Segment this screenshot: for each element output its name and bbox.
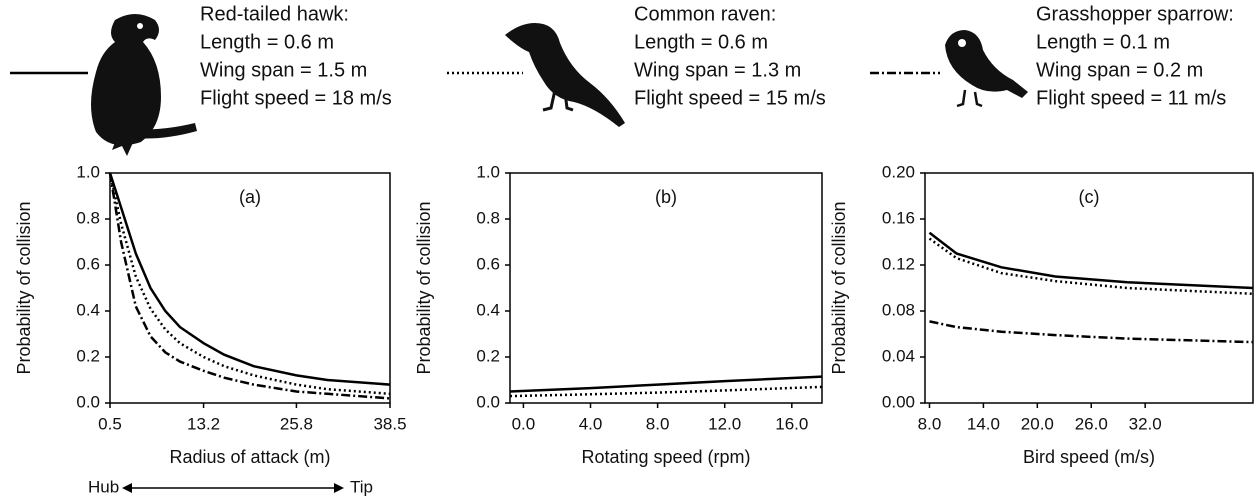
y-tick-label: 0.08	[882, 300, 915, 319]
y-tick-label: 1.0	[476, 162, 500, 181]
legend-detail: Length = 0.6 m	[634, 31, 768, 53]
y-axis-label: Probability of collision	[14, 201, 34, 374]
legend-detail: Flight speed = 11 m/s	[1036, 87, 1226, 109]
x-axis-label: Rotating speed (rpm)	[581, 447, 750, 467]
plot-frame	[509, 172, 823, 404]
annotation: Hub	[88, 477, 119, 496]
x-tick-label: 32.0	[1129, 414, 1162, 433]
x-tick-label: 12.0	[708, 414, 741, 433]
y-tick-label: 0.12	[882, 254, 915, 273]
y-tick-label: 1.0	[76, 162, 100, 181]
y-tick-label: 0.20	[882, 162, 915, 181]
legend-name: Grasshopper sparrow:	[1036, 3, 1234, 25]
y-tick-label: 0.4	[76, 300, 100, 319]
chart-title: (c)	[1079, 187, 1100, 207]
hawk-icon	[91, 14, 197, 156]
chart-title: (b)	[655, 187, 677, 207]
series-line	[108, 172, 391, 400]
x-tick-label: 0.0	[512, 414, 536, 433]
legend-detail: Flight speed = 15 m/s	[634, 87, 826, 109]
series-line	[108, 172, 391, 386]
chart-title: (a)	[239, 187, 261, 207]
x-tick-label: 8.0	[918, 414, 942, 433]
x-axis-label: Bird speed (m/s)	[1023, 447, 1155, 467]
y-tick-label: 0.6	[476, 254, 500, 273]
y-tick-label: 0.2	[476, 346, 500, 365]
y-tick-label: 0.4	[476, 300, 500, 319]
series-line	[108, 172, 391, 396]
x-axis-label: Radius of attack (m)	[169, 447, 330, 467]
y-tick-label: 0.00	[882, 392, 915, 411]
legend-detail: Wing span = 1.5 m	[200, 59, 367, 81]
x-tick-label: 13.2	[187, 414, 220, 433]
legend-detail: Wing span = 1.3 m	[634, 59, 801, 81]
y-tick-label: 0.8	[76, 208, 100, 227]
legend-detail: Wing span = 0.2 m	[1036, 59, 1203, 81]
x-tick-label: 20.0	[1021, 414, 1054, 433]
x-tick-label: 16.0	[775, 414, 808, 433]
y-tick-label: 0.8	[476, 208, 500, 227]
legend-detail: Length = 0.1 m	[1036, 31, 1170, 53]
annotation: Tip	[350, 477, 373, 496]
x-tick-label: 26.0	[1075, 414, 1108, 433]
y-tick-label: 0.2	[76, 346, 100, 365]
y-tick-label: 0.04	[882, 346, 915, 365]
y-tick-label: 0.16	[882, 208, 915, 227]
y-axis-label: Probability of collision	[829, 201, 849, 374]
x-tick-label: 25.8	[280, 414, 313, 433]
raven-icon	[505, 23, 625, 127]
series-line	[509, 375, 823, 393]
plot-frame	[109, 172, 391, 404]
x-tick-label: 8.0	[646, 414, 670, 433]
x-tick-label: 4.0	[579, 414, 603, 433]
y-axis-label: Probability of collision	[414, 201, 434, 374]
y-tick-label: 0.0	[476, 392, 500, 411]
plot-frame	[924, 172, 1254, 404]
y-tick-label: 0.0	[76, 392, 100, 411]
x-tick-label: 14.0	[967, 414, 1000, 433]
legend-detail: Flight speed = 18 m/s	[200, 87, 392, 109]
sparrow-icon	[945, 30, 1028, 108]
x-tick-label: 38.5	[373, 414, 406, 433]
legend-name: Common raven:	[634, 3, 776, 25]
y-tick-label: 0.6	[76, 254, 100, 273]
x-tick-label: 0.5	[98, 414, 122, 433]
series-line	[929, 320, 1254, 344]
legend-detail: Length = 0.6 m	[200, 31, 334, 53]
series-line	[928, 231, 1254, 290]
legend-name: Red-tailed hawk:	[200, 3, 349, 25]
